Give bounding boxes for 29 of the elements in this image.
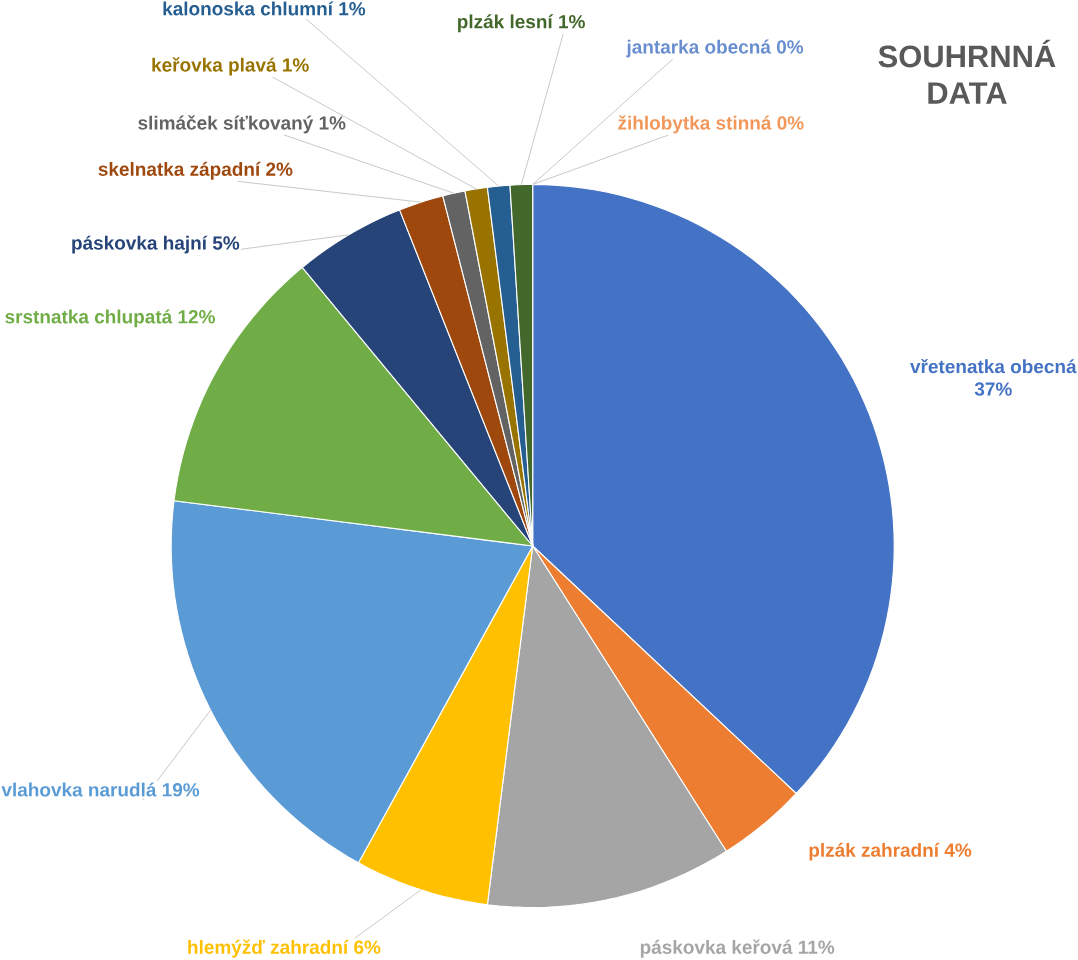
data-label: 1% bbox=[339, 2, 366, 16]
slice-label: skelnatka západní bbox=[98, 162, 261, 180]
category-label: jantarka obecná bbox=[626, 39, 771, 58]
data-label: 6% bbox=[354, 940, 381, 955]
slice-label: keřovka plavá bbox=[152, 57, 277, 76]
slice-label: srstnatka chlupatá bbox=[5, 309, 173, 328]
data-label: 4% bbox=[944, 843, 972, 858]
slice-label: kalonoska chlumní bbox=[163, 1, 334, 16]
slice-label: páskovka keřová bbox=[640, 939, 793, 958]
data-label: 37% bbox=[974, 382, 1012, 397]
text: 0% bbox=[776, 40, 804, 54]
slice-label: vlahovka narudlá bbox=[1, 782, 157, 797]
slice-label: hlemýžď zahradní bbox=[188, 939, 349, 958]
slice-label: slimáček síťkovaný bbox=[138, 115, 314, 134]
data-label: 19% bbox=[162, 783, 200, 797]
data-label: 1% bbox=[319, 116, 346, 130]
data-label: 1% bbox=[283, 58, 309, 72]
text: 0% bbox=[777, 116, 804, 130]
data-label: 2% bbox=[266, 162, 293, 177]
data-label: 1% bbox=[559, 15, 585, 29]
data-label: 5% bbox=[212, 236, 240, 250]
slice-label: páskovka hajní bbox=[72, 235, 208, 254]
slice-label: vřetenatka obecná bbox=[910, 359, 1077, 374]
slice-label: plzák lesní bbox=[458, 14, 554, 33]
category-label: žihlobytka stinná bbox=[618, 115, 772, 134]
data-label: 11% bbox=[799, 940, 835, 955]
slice-label: plzák zahradní bbox=[809, 842, 940, 861]
data-label: 12% bbox=[178, 310, 215, 324]
text: SOUHRNNÁ DATA bbox=[878, 39, 1056, 104]
